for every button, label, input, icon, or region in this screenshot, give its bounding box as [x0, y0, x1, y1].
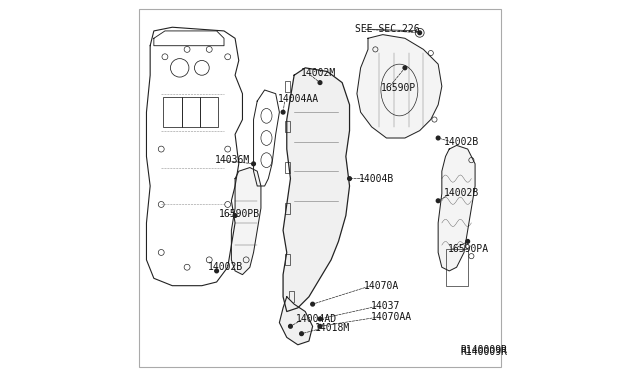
Text: 14002M: 14002M	[301, 68, 336, 78]
Bar	[285, 162, 291, 173]
Bar	[445, 249, 468, 286]
Bar	[163, 97, 182, 127]
Circle shape	[281, 110, 285, 114]
Bar	[285, 81, 291, 92]
Text: 14004B: 14004B	[359, 174, 394, 184]
Text: 14036M: 14036M	[215, 155, 250, 165]
Bar	[182, 97, 200, 127]
Text: 14004AD: 14004AD	[296, 314, 337, 324]
Circle shape	[466, 240, 470, 243]
Text: R140009R: R140009R	[460, 347, 508, 357]
Bar	[285, 121, 291, 132]
Circle shape	[300, 332, 303, 336]
Circle shape	[318, 81, 322, 84]
Polygon shape	[357, 35, 442, 138]
Circle shape	[403, 66, 407, 70]
Bar	[285, 254, 291, 265]
Circle shape	[436, 136, 440, 140]
Polygon shape	[232, 167, 261, 275]
Text: R140009R: R140009R	[460, 345, 508, 355]
Text: 14002B: 14002B	[207, 262, 243, 272]
Circle shape	[289, 324, 292, 328]
Text: 16590P: 16590P	[381, 83, 416, 93]
Polygon shape	[438, 145, 475, 271]
Text: 14002B: 14002B	[444, 188, 479, 198]
Text: 14004AA: 14004AA	[278, 94, 319, 104]
Bar	[285, 203, 291, 214]
Circle shape	[252, 162, 255, 166]
Text: 14070A: 14070A	[364, 281, 399, 291]
Circle shape	[318, 317, 322, 321]
Circle shape	[318, 324, 322, 328]
Circle shape	[233, 214, 237, 217]
Circle shape	[311, 302, 314, 306]
Text: 16590PB: 16590PB	[218, 209, 260, 219]
Text: 14018M: 14018M	[316, 323, 351, 333]
Text: 14070AA: 14070AA	[371, 312, 412, 322]
Polygon shape	[283, 68, 349, 311]
Polygon shape	[280, 297, 312, 345]
Text: 16590PA: 16590PA	[447, 244, 488, 254]
Bar	[200, 97, 218, 127]
Text: 14002B: 14002B	[444, 137, 479, 147]
Text: 14037: 14037	[371, 301, 401, 311]
Bar	[289, 291, 294, 302]
Circle shape	[215, 269, 218, 273]
Text: SEE SEC.226: SEE SEC.226	[355, 24, 420, 34]
Circle shape	[418, 31, 422, 35]
Circle shape	[436, 199, 440, 203]
Circle shape	[348, 177, 351, 180]
